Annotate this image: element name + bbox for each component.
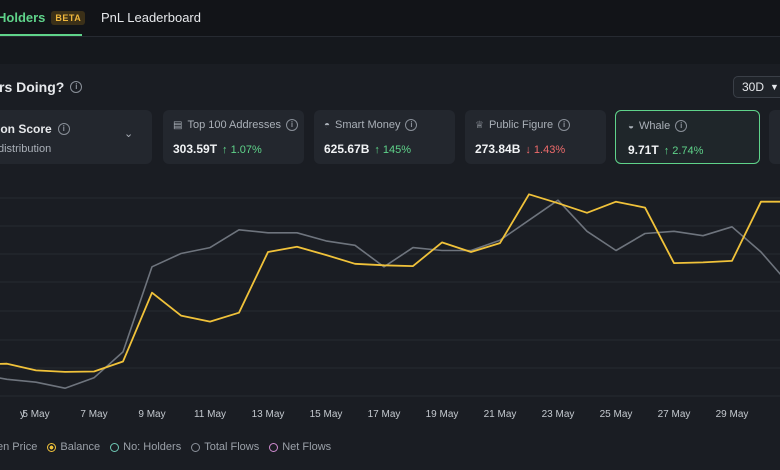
card-smart-money[interactable]: ◓ Smart Money i 625.67B ↑ 145%: [314, 110, 455, 164]
card-label: ♕ Public Figure i: [475, 119, 571, 131]
x-tick-label: y: [20, 409, 25, 420]
x-tick-label: 7 May: [80, 409, 107, 420]
legend-item[interactable]: Balance: [47, 441, 100, 453]
x-tick-label: 5 May: [22, 409, 49, 420]
card-label: ◓ Smart Money i: [324, 119, 418, 131]
x-tick-label: 19 May: [426, 409, 459, 420]
whale-icon: ◒: [628, 120, 635, 132]
legend-item[interactable]: Net Flows: [269, 441, 331, 453]
tab-holders-label: Holders: [0, 10, 46, 25]
card-change: ↑ 145%: [374, 144, 412, 156]
x-tick-label: 11 May: [194, 409, 226, 420]
megaphone-icon: ♕: [475, 119, 484, 131]
score-subtitle: distribution: [0, 143, 52, 155]
card-label: ◒ Whale i: [628, 120, 688, 132]
caret-down-icon: ▼: [770, 82, 779, 92]
legend-label: No: Holders: [123, 441, 182, 453]
beta-badge: BETA: [51, 10, 86, 25]
card-value-number: 273.84B: [475, 142, 521, 156]
card-value: 303.59T ↑ 1.07%: [173, 142, 262, 156]
section-title: rs Doing? i: [0, 79, 83, 95]
legend-item[interactable]: en Price: [0, 441, 37, 453]
x-tick-label: 13 May: [252, 409, 285, 420]
card-value: 9.71T ↑ 2.74%: [628, 143, 703, 157]
legend-label: Balance: [60, 441, 101, 453]
time-range-select[interactable]: 30D ▼: [733, 76, 780, 98]
legend-dot: [269, 442, 279, 452]
info-icon[interactable]: i: [405, 119, 418, 131]
legend-item[interactable]: No: Holders: [110, 441, 181, 453]
card-label-text: Whale: [639, 120, 671, 132]
wallet-icon: ▤: [173, 119, 183, 131]
legend-dot: [191, 442, 201, 452]
tab-pnl-leaderboard[interactable]: PnL Leaderboard: [101, 10, 201, 25]
info-icon[interactable]: i: [675, 120, 688, 132]
card-next-partial[interactable]: [769, 110, 780, 164]
info-icon[interactable]: i: [57, 123, 70, 135]
legend-dot: [47, 442, 57, 452]
x-tick-label: 9 May: [138, 409, 165, 420]
legend-label: en Price: [0, 441, 38, 453]
card-label-text: Smart Money: [335, 119, 401, 131]
x-tick-label: 15 May: [310, 409, 343, 420]
info-icon[interactable]: i: [70, 81, 83, 93]
card-label: ▤ Top 100 Addresses i: [173, 119, 299, 131]
legend-label: Net Flows: [282, 441, 332, 453]
card-change: ↑ 2.74%: [663, 145, 704, 157]
card-value-number: 9.71T: [628, 143, 659, 157]
tab-pnl-label: PnL Leaderboard: [101, 10, 201, 25]
card-value-number: 625.67B: [324, 142, 370, 156]
card-value: 273.84B ↓ 1.43%: [475, 142, 565, 156]
score-title: ion Score i: [0, 122, 70, 136]
card-label-text: Public Figure: [488, 119, 554, 131]
card-value: 625.67B ↑ 145%: [324, 142, 411, 156]
x-tick-label: 25 May: [600, 409, 633, 420]
x-tick-label: 17 May: [368, 409, 401, 420]
x-tick-label: 27 May: [658, 409, 691, 420]
time-range-value: 30D: [742, 80, 765, 94]
section-title-text: rs Doing?: [0, 79, 65, 95]
top-navigation: Holders BETA PnL Leaderboard: [0, 0, 780, 37]
score-card[interactable]: ion Score i distribution ⌄: [0, 110, 152, 164]
info-icon[interactable]: i: [558, 119, 571, 131]
x-tick-label: 21 May: [484, 409, 517, 420]
x-tick-label: 23 May: [542, 409, 575, 420]
legend-dot: [110, 442, 120, 452]
tab-holders[interactable]: Holders BETA: [0, 10, 86, 25]
card-public-figure[interactable]: ♕ Public Figure i 273.84B ↓ 1.43%: [465, 110, 606, 164]
legend-item[interactable]: Total Flows: [191, 441, 259, 453]
series-line-total-flows: [0, 199, 780, 390]
active-tab-indicator: [0, 34, 82, 36]
card-change: ↓ 1.43%: [525, 144, 566, 156]
card-whale[interactable]: ◒ Whale i 9.71T ↑ 2.74%: [615, 110, 760, 164]
info-icon[interactable]: i: [286, 119, 299, 131]
chevron-down-icon[interactable]: ⌄: [124, 128, 134, 140]
card-top-100-addresses[interactable]: ▤ Top 100 Addresses i 303.59T ↑ 1.07%: [163, 110, 304, 164]
legend-label: Total Flows: [204, 441, 260, 453]
x-tick-label: 29 May: [716, 409, 749, 420]
score-title-text: ion Score: [0, 122, 52, 136]
series-line-balance: [0, 193, 780, 373]
chart-legend: en Price Balance No: Holders Total Flows Net…: [0, 441, 331, 453]
card-value-number: 303.59T: [173, 142, 218, 156]
card-change: ↑ 1.07%: [222, 144, 262, 156]
brain-icon: ◓: [324, 119, 331, 131]
card-label-text: Top 100 Addresses: [187, 119, 282, 131]
